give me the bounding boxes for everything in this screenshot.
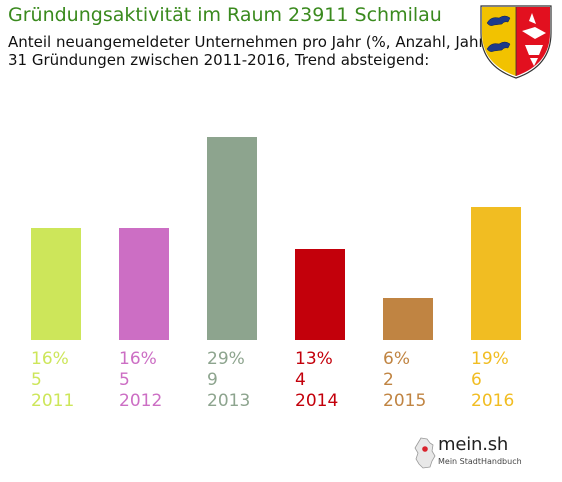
- logo-name: mein.sh: [438, 434, 509, 455]
- count-label-2013: 9: [207, 370, 218, 390]
- percent-label-2013: 29%: [207, 349, 245, 369]
- mein-sh-logo: mein.sh Mein StadtHandbuch: [414, 434, 526, 474]
- bar-2013: [207, 137, 257, 340]
- bar-2011: [31, 228, 81, 340]
- percent-label-2012: 16%: [119, 349, 157, 369]
- subtitle-line-2: 31 Gründungen zwischen 2011-2016, Trend …: [8, 51, 430, 69]
- count-label-2012: 5: [119, 370, 130, 390]
- germany-map-icon: [414, 437, 436, 469]
- schleswig-holstein-coat-of-arms-icon: [480, 5, 552, 79]
- count-label-2014: 4: [295, 370, 306, 390]
- percent-label-2015: 6%: [383, 349, 410, 369]
- percent-label-2011: 16%: [31, 349, 69, 369]
- logo-tagline: Mein StadtHandbuch: [438, 457, 522, 466]
- year-label-2015: 2015: [383, 391, 426, 411]
- year-label-2011: 2011: [31, 391, 74, 411]
- chart-title: Gründungsaktivität im Raum 23911 Schmila…: [8, 4, 442, 26]
- chart-subtitle: Anteil neuangemeldeter Unternehmen pro J…: [8, 33, 491, 69]
- bar-2015: [383, 298, 433, 340]
- year-label-2013: 2013: [207, 391, 250, 411]
- year-label-2014: 2014: [295, 391, 338, 411]
- count-label-2011: 5: [31, 370, 42, 390]
- count-label-2016: 6: [471, 370, 482, 390]
- year-label-2016: 2016: [471, 391, 514, 411]
- bar-2014: [295, 249, 345, 340]
- percent-label-2014: 13%: [295, 349, 333, 369]
- subtitle-line-1: Anteil neuangemeldeter Unternehmen pro J…: [8, 33, 491, 51]
- count-label-2015: 2: [383, 370, 394, 390]
- year-label-2012: 2012: [119, 391, 162, 411]
- percent-label-2016: 19%: [471, 349, 509, 369]
- bar-2016: [471, 207, 521, 340]
- bar-2012: [119, 228, 169, 340]
